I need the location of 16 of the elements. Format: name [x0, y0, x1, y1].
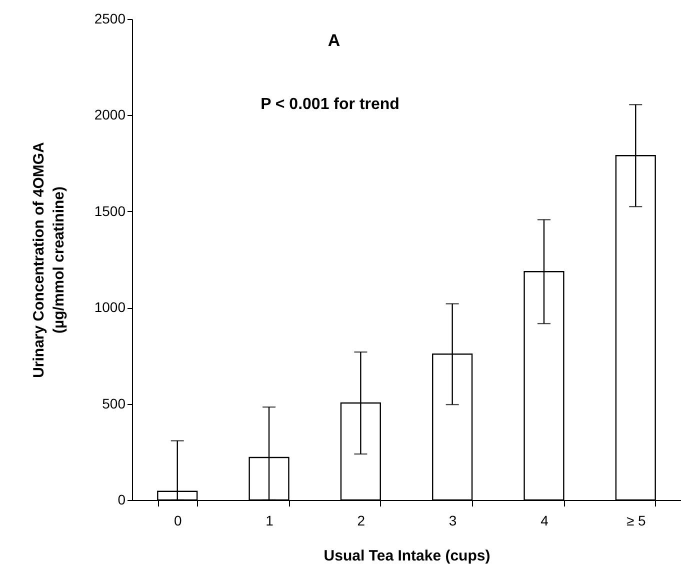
x-tick-label: 1 — [266, 512, 274, 528]
y-tick-label: 2500 — [94, 10, 126, 26]
y-tick-label: 0 — [118, 492, 126, 508]
x-tick-label: 2 — [357, 512, 366, 528]
y-tick-label: 1000 — [94, 299, 126, 316]
x-tick-label: 4 — [540, 512, 549, 528]
y-tick-label: 2000 — [94, 106, 126, 123]
y-axis-title: Urinary Concentration of 4OMGA (µg/mmol creatinine) — [30, 142, 68, 378]
y-tick-label: 500 — [102, 395, 126, 412]
x-axis-title: Usual Tea Intake (cups) — [324, 548, 490, 564]
x-tick-label: 3 — [448, 512, 457, 528]
annotation: P < 0.001 for trend — [260, 96, 400, 113]
annotation: A — [328, 31, 340, 50]
y-tick-label: 1500 — [94, 202, 126, 219]
x-tick-label: 0 — [174, 512, 182, 528]
x-tick-label: ≥ 5 — [626, 512, 646, 528]
